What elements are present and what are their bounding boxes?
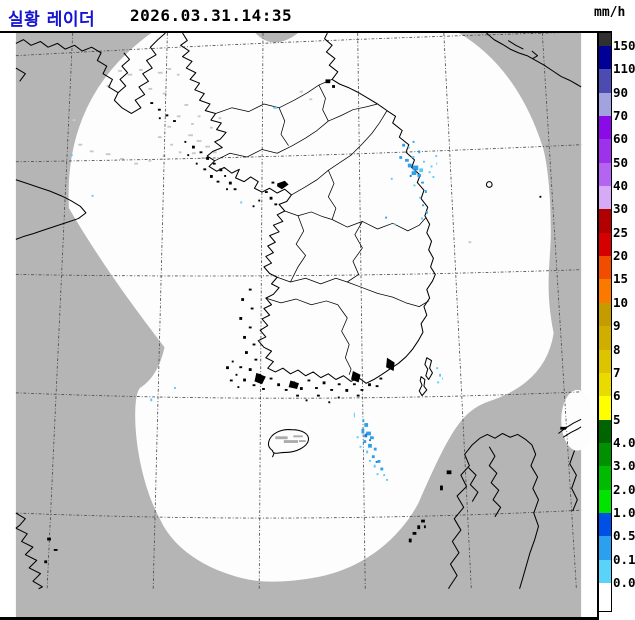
map-top-border <box>0 31 612 33</box>
coverage-region <box>68 33 594 582</box>
legend-label: 60 <box>613 131 629 147</box>
precipitation-echo-group <box>70 106 443 481</box>
rainrate-colorbar <box>598 32 612 612</box>
legend-label: 25 <box>613 224 629 240</box>
legend-segment <box>599 536 611 560</box>
legend-label: 0.0 <box>613 575 635 590</box>
legend-unit-label: mm/h <box>594 5 626 20</box>
legend-segment <box>599 419 611 443</box>
legend-segment <box>599 69 611 93</box>
province-border-group <box>214 79 429 375</box>
jeju-terrain-group <box>275 435 306 443</box>
legend-segment <box>599 92 611 117</box>
legend-label: 3.0 <box>613 458 635 474</box>
legend-label: 110 <box>613 61 635 77</box>
legend-segment <box>599 256 611 280</box>
legend-label: 5 <box>613 411 621 427</box>
legend-label: 6 <box>613 388 621 404</box>
legend-segment <box>599 489 611 513</box>
legend-label: 20 <box>613 248 629 264</box>
legend-segment <box>599 209 611 233</box>
legend-label: 0.1 <box>613 551 635 567</box>
legend-label: 40 <box>613 178 629 194</box>
legend-label: 7 <box>613 364 621 380</box>
legend-segment <box>599 559 611 583</box>
legend-label: 1.0 <box>613 504 635 520</box>
legend-segment <box>599 326 611 350</box>
legend-segment <box>599 162 611 187</box>
legend-segment <box>599 372 611 397</box>
legend-segment <box>599 583 611 611</box>
grid-group <box>15 33 582 589</box>
legend-segment <box>599 279 611 303</box>
legend-segment <box>599 46 611 70</box>
page-title: 실황 레이더 <box>8 10 96 30</box>
legend-label: 0.5 <box>613 528 635 544</box>
legend-label: 8 <box>613 341 621 357</box>
legend-label: 70 <box>613 108 629 124</box>
legend-label: 2.0 <box>613 481 635 497</box>
legend-label: 50 <box>613 154 629 170</box>
map-bottom-border <box>0 617 599 620</box>
legend-segment <box>599 512 611 537</box>
legend-segment <box>599 396 611 420</box>
clutter-group <box>72 68 472 244</box>
islands-group <box>44 79 566 564</box>
observation-timestamp: 2026.03.31.14:35 <box>130 6 293 25</box>
header-bar: 실황 레이더 2026.03.31.14:35 mm/h <box>0 0 635 31</box>
legend-segment <box>599 442 611 467</box>
radar-map <box>15 33 594 617</box>
legend-label: 9 <box>613 318 621 334</box>
legend-segment <box>599 116 611 140</box>
legend-label: 150 <box>613 38 635 53</box>
legend-label: 15 <box>613 271 629 287</box>
legend-label: 90 <box>613 84 629 100</box>
legend-segment <box>599 139 611 163</box>
legend-segment <box>599 349 611 373</box>
legend-segment <box>599 186 611 210</box>
legend-label: 4.0 <box>613 434 635 450</box>
radar-map-area <box>0 33 597 617</box>
coastline-group <box>15 33 582 590</box>
legend-segment <box>599 466 611 490</box>
legend-label: 30 <box>613 201 629 217</box>
legend-label: 10 <box>613 294 629 310</box>
legend-segment <box>599 33 611 46</box>
legend-segment <box>599 302 611 327</box>
legend-segment <box>599 232 611 257</box>
